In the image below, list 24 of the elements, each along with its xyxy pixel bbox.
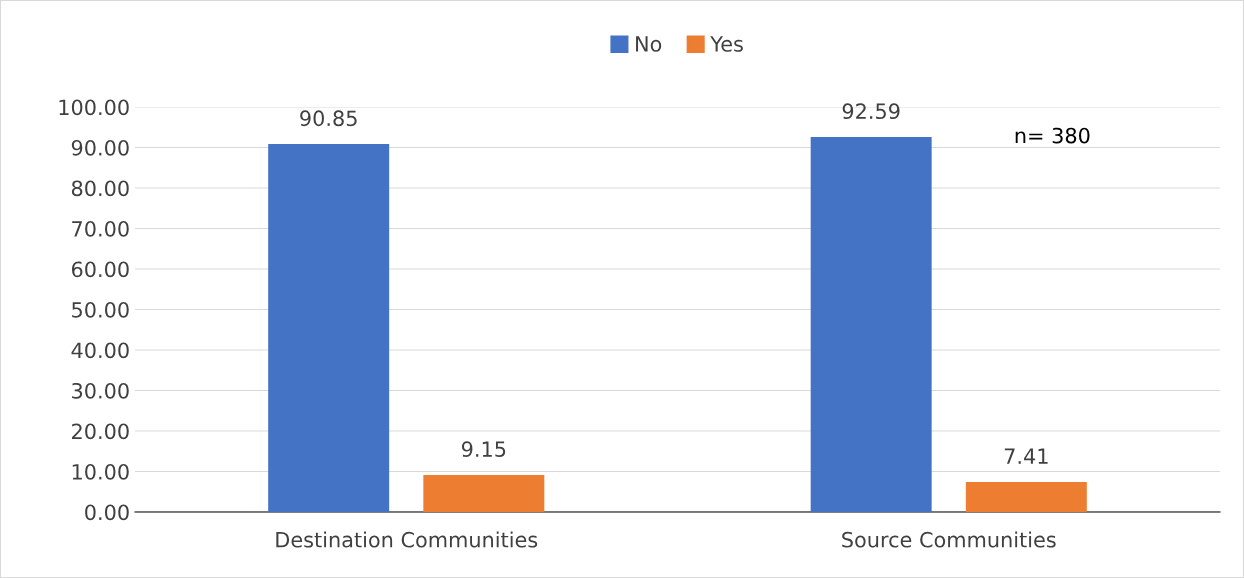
y-tick-label: 70.00 xyxy=(72,220,129,237)
bar xyxy=(423,474,545,512)
y-tick-label: 30.00 xyxy=(72,382,129,399)
annotation: n= 380 xyxy=(1015,127,1090,144)
data-label: 90.85 xyxy=(300,110,357,127)
bar xyxy=(268,144,390,512)
y-tick-label: 80.00 xyxy=(71,180,129,197)
y-tick-label: 40.00 xyxy=(71,342,129,359)
bar xyxy=(965,481,1087,512)
legend-label: Yes xyxy=(710,36,743,52)
data-label: 7.41 xyxy=(1004,448,1048,464)
y-tick-label: 90.00 xyxy=(71,139,129,156)
x-tick-label: Destination Communities xyxy=(276,531,538,548)
y-tick-label: 0.00 xyxy=(85,504,129,521)
bar xyxy=(810,137,932,512)
y-tick-label: 60.00 xyxy=(71,261,129,278)
y-tick-label: 10.00 xyxy=(72,463,129,480)
y-tick-label: 20.00 xyxy=(72,423,129,440)
legend-label: No xyxy=(636,36,662,52)
x-tick-label: Source Communities xyxy=(842,531,1056,548)
data-label: 92.59 xyxy=(842,103,900,120)
y-tick-label: 100.00 xyxy=(59,99,129,116)
data-label: 9.15 xyxy=(461,441,506,458)
y-tick-label: 50.00 xyxy=(72,301,129,318)
